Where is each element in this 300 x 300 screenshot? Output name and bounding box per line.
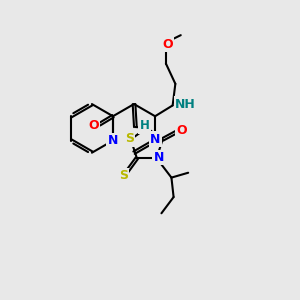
Text: S: S [119,169,128,182]
Text: O: O [176,124,187,137]
Text: S: S [125,132,134,146]
Text: N: N [154,151,164,164]
Text: O: O [162,38,172,51]
Text: O: O [88,119,99,132]
Text: NH: NH [176,98,196,111]
Text: N: N [108,134,118,147]
Text: H: H [140,119,150,132]
Text: N: N [150,133,160,146]
